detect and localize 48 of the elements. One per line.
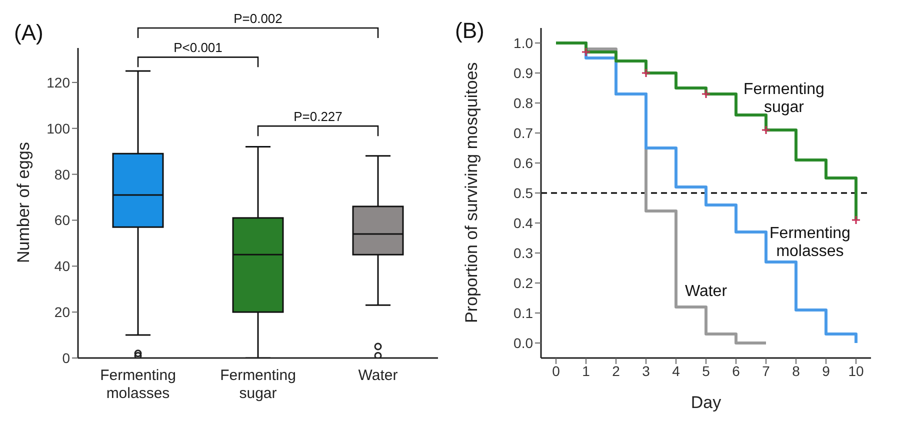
y-tick-label: 60 xyxy=(54,212,70,228)
y-tick-label: 0.1 xyxy=(514,304,534,321)
point xyxy=(851,215,861,225)
x-tick-label: 6 xyxy=(732,362,740,379)
y-tick-label: 0.7 xyxy=(514,124,534,141)
y-tick-label: 80 xyxy=(54,166,70,182)
chart-title: (B) xyxy=(455,18,484,43)
x-tick-label: Water xyxy=(358,367,398,384)
x-tick-label: 5 xyxy=(702,362,710,379)
y-tick-label: 1.0 xyxy=(514,34,534,51)
y-tick-label: 40 xyxy=(54,258,70,274)
y-tick-label: 0.5 xyxy=(514,184,534,201)
text: P=0.002 xyxy=(234,11,282,26)
point xyxy=(641,68,651,78)
y-tick-label: 0.9 xyxy=(514,64,534,81)
x-tick-label: 2 xyxy=(612,362,620,379)
y-tick-label: 100 xyxy=(46,120,70,136)
x-tick-label: 9 xyxy=(822,362,830,379)
y-tick-label: 0.8 xyxy=(514,94,534,111)
point xyxy=(581,47,591,57)
x-tick-label: Fermenting sugar xyxy=(220,367,296,402)
x-tick-label: 7 xyxy=(762,362,770,379)
y-tick-label: 120 xyxy=(46,74,70,90)
y-tick-label: 20 xyxy=(54,304,70,320)
x-tick-label: 1 xyxy=(582,362,590,379)
series-label: Fermenting molasses xyxy=(770,225,850,260)
x-tick-label: 3 xyxy=(642,362,650,379)
annotation: P<0.001 xyxy=(174,40,222,56)
x-tick-label: 4 xyxy=(672,362,680,379)
y-tick-label: 0.6 xyxy=(514,154,534,171)
y-tick-label: 0 xyxy=(62,350,70,366)
y-tick-label: 0.2 xyxy=(514,274,534,291)
y-tick-label: 0.4 xyxy=(514,214,534,231)
y-axis-title: Number of eggs xyxy=(14,142,34,263)
x-tick-label: Fermenting molasses xyxy=(100,367,176,402)
series-label: Fermenting sugar xyxy=(744,81,824,116)
series-label: Water xyxy=(684,283,728,300)
y-axis-title: Proportion of surviving mosquitoes xyxy=(462,62,482,323)
x-axis-title: Day xyxy=(690,393,722,412)
point xyxy=(761,125,771,135)
y-tick-label: 0.0 xyxy=(514,334,534,351)
chart-title: (A) xyxy=(14,20,44,45)
x-tick-label: 8 xyxy=(792,362,800,379)
x-tick-label: 10 xyxy=(848,362,864,379)
y-tick-label: 0.3 xyxy=(514,244,534,261)
point xyxy=(701,89,711,99)
annotation: P=0.227 xyxy=(294,109,342,124)
x-tick-label: 0 xyxy=(552,362,560,379)
